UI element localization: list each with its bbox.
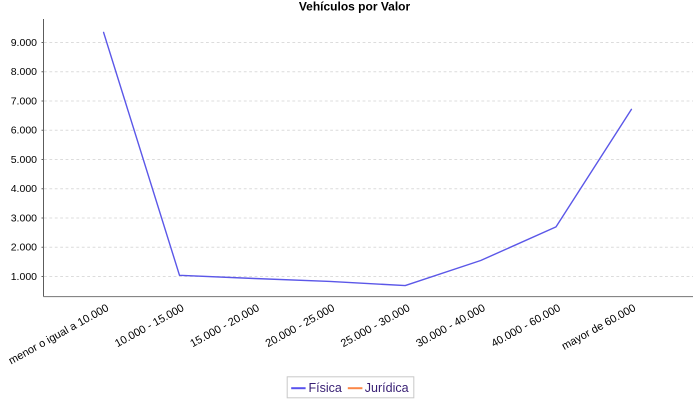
svg-text:6.000: 6.000 — [11, 125, 37, 137]
svg-text:Física: Física — [309, 381, 342, 395]
svg-text:4.000: 4.000 — [11, 183, 37, 195]
svg-text:Vehículos por Valor: Vehículos por Valor — [299, 0, 411, 14]
svg-text:9.000: 9.000 — [11, 37, 37, 49]
svg-text:3.000: 3.000 — [11, 212, 37, 224]
svg-text:7.000: 7.000 — [11, 95, 37, 107]
svg-text:Jurídica: Jurídica — [365, 381, 409, 395]
svg-text:1.000: 1.000 — [11, 271, 37, 283]
svg-text:2.000: 2.000 — [11, 242, 37, 254]
svg-text:5.000: 5.000 — [11, 154, 37, 166]
svg-text:8.000: 8.000 — [11, 66, 37, 78]
